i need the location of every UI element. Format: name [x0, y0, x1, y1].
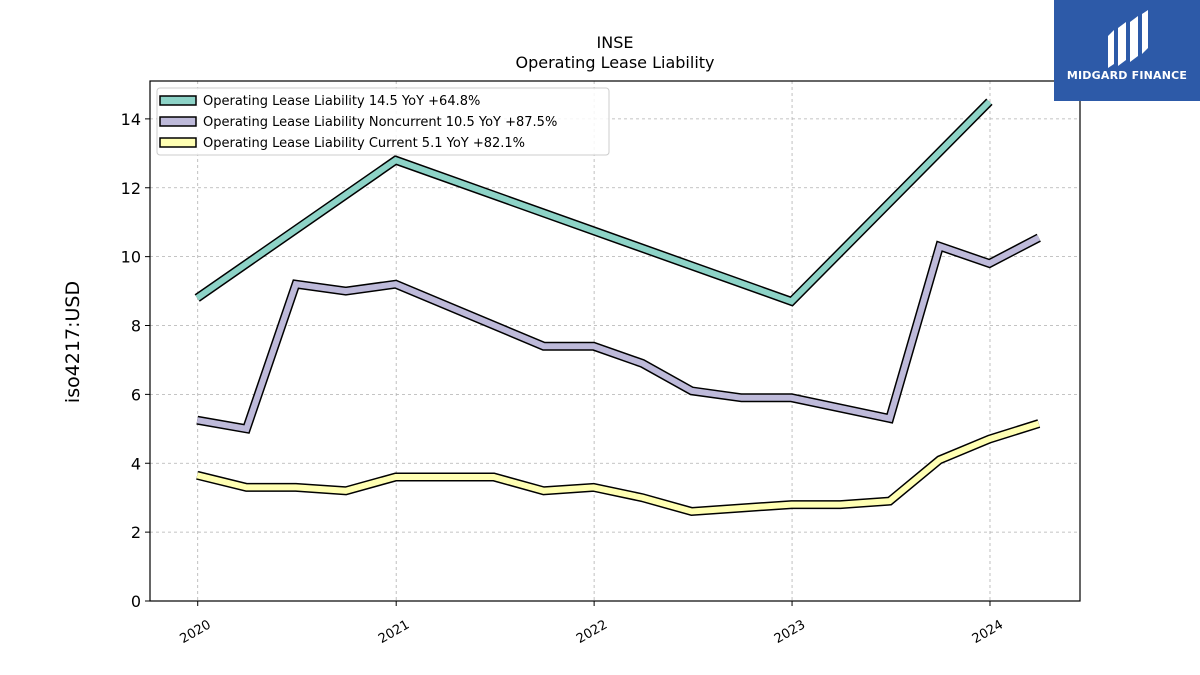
legend-swatch	[159, 116, 197, 127]
legend-entry: Operating Lease Liability Current 5.1 Yo…	[203, 136, 525, 151]
y-axis-label: iso4217:USD	[62, 281, 84, 403]
x-tick-label: 2020	[178, 617, 214, 647]
y-tick-label: 12	[121, 179, 141, 198]
x-tick-label: 2024	[970, 617, 1006, 647]
y-tick-label: 2	[131, 523, 141, 542]
legend-swatch	[159, 137, 197, 148]
brand-logo-mark-icon	[1108, 10, 1148, 68]
y-tick-label: 8	[131, 317, 141, 336]
chart-title: INSE	[597, 33, 634, 52]
y-tick-label: 14	[121, 110, 141, 129]
y-tick-label: 0	[131, 592, 141, 611]
series-line	[196, 235, 1041, 433]
series-line	[195, 99, 992, 305]
axes: 0 2 4 6 8 10 12 14 2020 2021 2022 2023 2024	[121, 110, 1006, 647]
brand-name: MIDGARD FINANCE	[1066, 69, 1188, 82]
y-tick-label: 4	[131, 454, 141, 473]
y-tick-label: 10	[121, 248, 141, 267]
series-line-outline	[196, 419, 1041, 517]
series-line	[196, 420, 1040, 515]
legend-box	[156, 87, 610, 156]
legend: Operating Lease Liability 14.5 YoY +64.8…	[156, 87, 610, 156]
chart-subtitle: Operating Lease Liability	[515, 53, 714, 72]
legend-swatch	[159, 95, 197, 106]
plot-frame	[149, 80, 1081, 602]
legend-entry: Operating Lease Liability 14.5 YoY +64.8…	[203, 94, 480, 109]
grid	[150, 81, 1080, 602]
series-lines	[194, 98, 1041, 517]
x-tick-label: 2021	[376, 617, 412, 647]
y-tick-label: 6	[131, 385, 141, 404]
brand-logo: MIDGARD FINANCE	[1054, 0, 1200, 101]
x-tick-label: 2023	[772, 617, 808, 647]
legend-entry: Operating Lease Liability Noncurrent 10.…	[203, 115, 557, 130]
x-tick-label: 2022	[574, 617, 610, 647]
